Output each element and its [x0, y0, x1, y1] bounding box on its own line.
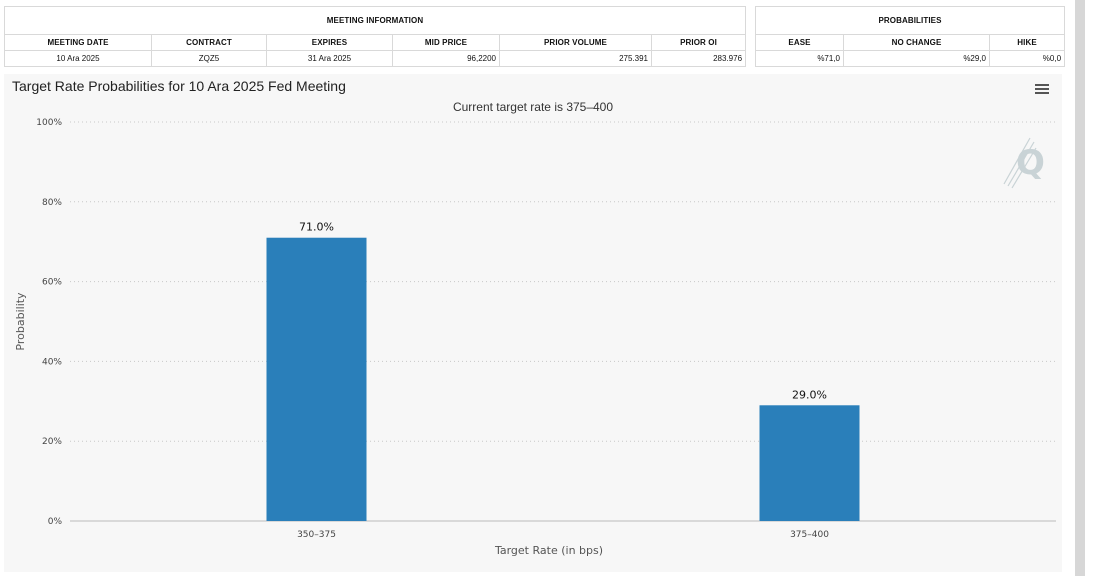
y-tick-label: 80%: [42, 198, 62, 208]
y-axis-title: Probability: [14, 292, 27, 351]
table-row: 10 Ara 2025 ZQZ5 31 Ara 2025 96,2200 275…: [4, 50, 747, 67]
y-tick-label: 0%: [48, 517, 63, 527]
y-tick-label: 40%: [42, 357, 62, 367]
y-tick-label: 100%: [36, 118, 62, 128]
expires-value: 31 Ara 2025: [266, 50, 393, 67]
probabilities-table: PROBABILITIES EASE NO CHANGE HIKE %71,0 …: [754, 6, 1066, 67]
mid-price-value: 96,2200: [392, 50, 500, 67]
x-tick-label: 375–400: [790, 530, 829, 540]
chart-bars: [266, 237, 860, 521]
bar-375–400[interactable]: [759, 405, 860, 521]
meeting-date-value: 10 Ara 2025: [4, 50, 152, 67]
col-ease: EASE: [755, 34, 844, 51]
no-change-value: %29,0: [843, 50, 990, 67]
col-contract: CONTRACT: [151, 34, 267, 51]
probabilities-header: PROBABILITIES: [754, 6, 1066, 35]
col-prior-volume: PRIOR VOLUME: [499, 34, 652, 51]
bar-350–375[interactable]: [266, 237, 367, 521]
table-row: %71,0 %29,0 %0,0: [755, 50, 1066, 67]
col-no-change: NO CHANGE: [843, 34, 990, 51]
bar-data-label: 71.0%: [299, 221, 334, 234]
y-tick-label: 60%: [42, 278, 62, 288]
chart-gridlines: [70, 121, 1056, 522]
ease-value: %71,0: [755, 50, 844, 67]
svg-text:Q: Q: [1016, 143, 1045, 183]
col-meeting-date: MEETING DATE: [4, 34, 152, 51]
x-axis-title: Target Rate (in bps): [494, 544, 603, 557]
col-mid-price: MID PRICE: [392, 34, 500, 51]
meeting-information-header: MEETING INFORMATION: [3, 6, 747, 35]
col-expires: EXPIRES: [266, 34, 393, 51]
prior-oi-value: 283.976: [650, 50, 747, 67]
probability-chart: Q 0% 20% 40% 60% 80% 100% 71.0% 350–375 29.0% 375…: [14, 118, 1056, 557]
hike-value: %0,0: [988, 50, 1066, 67]
col-hike: HIKE: [988, 34, 1066, 51]
meeting-header-row: MEETING DATE CONTRACT EXPIRES MID PRICE …: [4, 34, 747, 51]
chart-panel: Q 0% 20% 40% 60% 80% 100% 71.0% 350–375 29.0% 375…: [4, 74, 1062, 572]
chart-title: Target Rate Probabilities for 10 Ara 202…: [12, 78, 346, 94]
prior-volume-value: 275.391: [499, 50, 652, 67]
hamburger-menu-icon[interactable]: [1034, 82, 1050, 96]
bar-data-label: 29.0%: [792, 388, 827, 401]
vertical-scrollbar[interactable]: [1075, 0, 1085, 576]
meeting-information-table: MEETING INFORMATION MEETING DATE CONTRAC…: [3, 6, 747, 67]
y-tick-label: 20%: [42, 437, 62, 447]
x-tick-label: 350–375: [297, 530, 336, 540]
chart-subtitle: Current target rate is 375–400: [452, 100, 614, 114]
col-prior-oi: PRIOR OI: [650, 34, 747, 51]
chart-labels: 0% 20% 40% 60% 80% 100% 71.0% 350–375 29.0% 375–4…: [14, 118, 829, 557]
q-logo-icon: Q: [1003, 137, 1045, 189]
contract-value: ZQZ5: [151, 50, 267, 67]
probabilities-header-row: EASE NO CHANGE HIKE: [755, 34, 1066, 51]
